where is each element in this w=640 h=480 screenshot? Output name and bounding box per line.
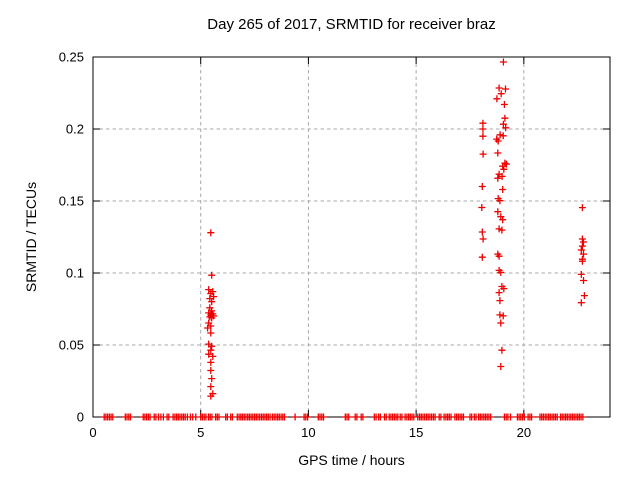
series-zero-baseline-band [100, 413, 587, 421]
x-tick-label: 10 [301, 425, 315, 440]
series-cluster-around-19h [478, 58, 510, 370]
x-axis-label: GPS time / hours [298, 452, 405, 468]
series-cluster-around-22-7h [577, 204, 588, 307]
x-tick-label: 20 [517, 425, 531, 440]
x-tick-label: 0 [89, 425, 96, 440]
y-tick-label: 0.05 [59, 338, 84, 353]
series-cluster-around-5h [204, 229, 218, 400]
chart-title: Day 265 of 2017, SRMTID for receiver bra… [207, 16, 496, 33]
x-tick-label: 15 [409, 425, 423, 440]
plot-frame [92, 56, 611, 418]
y-tick-label: 0.25 [59, 50, 84, 65]
y-tick-label: 0.1 [66, 266, 84, 281]
y-tick-label: 0 [77, 410, 84, 425]
y-tick-label: 0.15 [59, 194, 84, 209]
x-tick-label: 5 [197, 425, 204, 440]
y-tick-label: 0.2 [66, 122, 84, 137]
